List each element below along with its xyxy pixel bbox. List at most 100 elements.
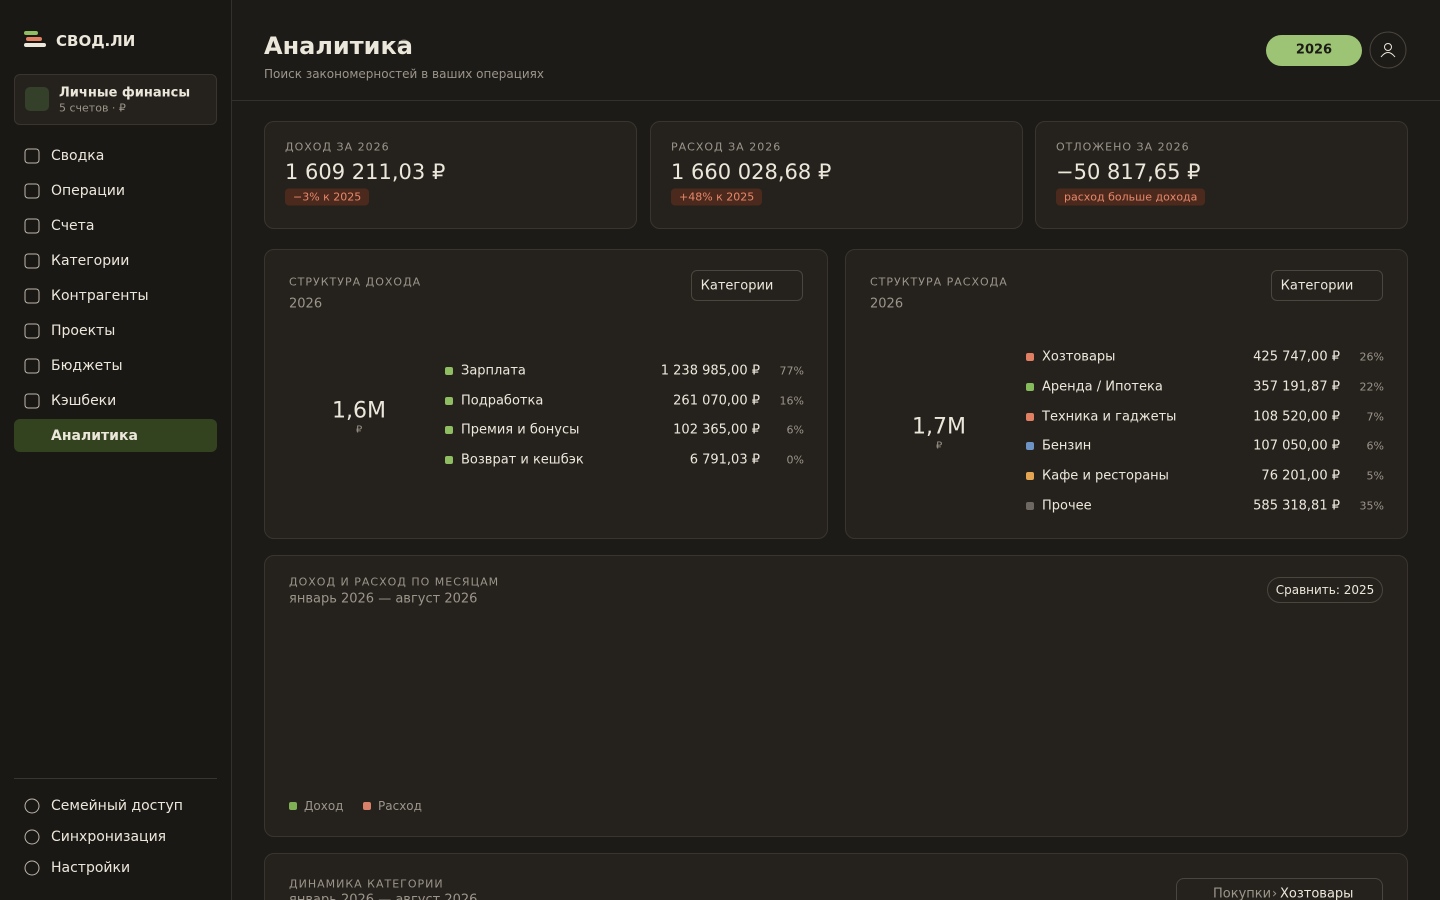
path-button[interactable] bbox=[1176, 878, 1383, 900]
card-year: 2026 bbox=[870, 296, 904, 312]
legend-dot bbox=[1026, 472, 1034, 481]
nav-icon bbox=[24, 323, 40, 339]
chart-card bbox=[264, 555, 1408, 837]
nav-item[interactable]: Семейный доступ bbox=[51, 798, 183, 814]
donut-currency: ₽ bbox=[355, 424, 363, 436]
item-name: Премия и бонусы bbox=[461, 422, 580, 438]
card-year: 2026 bbox=[289, 296, 323, 312]
item-name: Аренда / Ипотека bbox=[1042, 379, 1163, 395]
legend-dot bbox=[1026, 442, 1034, 451]
nav-item[interactable]: Категории bbox=[51, 253, 130, 269]
item-amount: 585 318,81 ₽ bbox=[1253, 498, 1340, 514]
kpi-value: −50 817,65 ₽ bbox=[1056, 160, 1201, 184]
item-name: Возврат и кешбэк bbox=[461, 452, 584, 468]
item-share: 0% bbox=[786, 453, 804, 467]
kpi-card bbox=[264, 121, 637, 229]
nav-item[interactable]: Операции bbox=[51, 183, 125, 199]
nav-item[interactable]: Контрагенты bbox=[51, 288, 149, 304]
nav-item[interactable]: Счета bbox=[51, 218, 95, 234]
sidebar-divider bbox=[14, 778, 217, 779]
nav-icon bbox=[24, 798, 40, 814]
kpi-badge: расход больше дохода bbox=[1056, 188, 1206, 206]
nav-icon bbox=[24, 288, 40, 304]
nav-item[interactable]: Аналитика bbox=[51, 428, 138, 444]
item-amount: 261 070,00 ₽ bbox=[673, 393, 760, 409]
nav-item[interactable]: Синхронизация bbox=[51, 829, 167, 845]
workspace-subtitle: 5 счетов · ₽ bbox=[59, 101, 126, 115]
header-divider bbox=[232, 100, 1440, 101]
item-name: Бензин bbox=[1042, 438, 1092, 454]
item-share: 35% bbox=[1359, 499, 1384, 513]
item-amount: 102 365,00 ₽ bbox=[673, 422, 760, 438]
item-amount: 425 747,00 ₽ bbox=[1253, 349, 1340, 365]
item-share: 5% bbox=[1366, 469, 1384, 483]
kpi-badge: −3% к 2025 bbox=[285, 188, 370, 206]
structure-card bbox=[264, 249, 828, 539]
dynamics-period: январь 2026 — август 2026 bbox=[289, 892, 478, 900]
card-title: СТРУКТУРА ДОХОДА bbox=[289, 275, 422, 289]
item-share: 26% bbox=[1359, 350, 1384, 364]
donut-total: 1,6M bbox=[332, 398, 386, 424]
legend-swatch bbox=[363, 802, 371, 810]
legend-dot bbox=[1026, 412, 1034, 421]
year-button[interactable] bbox=[1266, 35, 1362, 66]
nav-icon bbox=[24, 253, 40, 269]
path-parent: Покупки bbox=[1213, 886, 1272, 900]
item-amount: 107 050,00 ₽ bbox=[1253, 438, 1340, 454]
kpi-label: ОТЛОЖЕНО ЗА 2026 bbox=[1056, 140, 1190, 154]
item-share: 7% bbox=[1366, 410, 1384, 424]
legend-dot bbox=[1026, 502, 1034, 510]
nav-item[interactable]: Сводка bbox=[51, 148, 105, 164]
kpi-label: РАСХОД ЗА 2026 bbox=[671, 140, 782, 154]
selector-label: Категории bbox=[700, 278, 774, 294]
workspace-title: Личные финансы bbox=[59, 85, 191, 101]
path-current: Хозтовары bbox=[1280, 886, 1354, 900]
card-title: СТРУКТУРА РАСХОДА bbox=[870, 275, 1008, 289]
legend-dot bbox=[445, 396, 453, 405]
nav-item[interactable]: Бюджеты bbox=[51, 358, 123, 374]
donut-currency: ₽ bbox=[935, 440, 943, 452]
item-name: Кафе и рестораны bbox=[1042, 468, 1169, 484]
legend-dot bbox=[1026, 353, 1034, 361]
nav-item[interactable]: Настройки bbox=[51, 860, 131, 876]
workspace-card[interactable] bbox=[14, 74, 217, 125]
selector-label: Категории bbox=[1280, 278, 1354, 294]
kpi-badge: +48% к 2025 bbox=[671, 188, 763, 206]
nav-icon bbox=[24, 860, 40, 876]
legend-dot bbox=[445, 367, 453, 375]
item-name: Прочее bbox=[1042, 498, 1092, 514]
structure-card bbox=[845, 249, 1408, 539]
item-amount: 108 520,00 ₽ bbox=[1253, 409, 1340, 425]
legend-dot bbox=[445, 426, 453, 435]
kpi-card bbox=[1035, 121, 1408, 229]
selector-button[interactable] bbox=[1271, 270, 1383, 301]
item-share: 6% bbox=[786, 423, 804, 437]
compare-label: Сравнить: 2025 bbox=[1275, 583, 1375, 597]
selector-button[interactable] bbox=[691, 270, 803, 301]
page-subtitle: Поиск закономерностей в ваших операциях bbox=[264, 67, 544, 81]
nav-item[interactable]: Кэшбеки bbox=[51, 393, 117, 409]
dynamics-title: ДИНАМИКА КАТЕГОРИИ bbox=[289, 877, 444, 891]
donut-total: 1,7M bbox=[912, 414, 966, 440]
compare-button[interactable] bbox=[1267, 577, 1383, 603]
item-share: 16% bbox=[779, 394, 804, 408]
legend-swatch bbox=[289, 802, 297, 810]
chart-title: ДОХОД И РАСХОД ПО МЕСЯЦАМ bbox=[289, 575, 500, 589]
nav-item[interactable]: Проекты bbox=[51, 323, 116, 339]
item-amount: 6 791,03 ₽ bbox=[689, 452, 760, 468]
item-name: Зарплата bbox=[461, 363, 526, 379]
nav-icon bbox=[24, 829, 40, 845]
legend-dot bbox=[1026, 382, 1034, 391]
item-name: Подработка bbox=[461, 393, 544, 409]
item-amount: 76 201,00 ₽ bbox=[1261, 468, 1340, 484]
workspace-icon bbox=[25, 87, 49, 111]
nav-icon bbox=[24, 358, 40, 374]
item-share: 6% bbox=[1366, 439, 1384, 453]
chart-subtitle: январь 2026 — август 2026 bbox=[289, 591, 478, 607]
item-amount: 1 238 985,00 ₽ bbox=[660, 363, 760, 379]
legend-label: Расход bbox=[378, 799, 422, 813]
kpi-label: ДОХОД ЗА 2026 bbox=[285, 140, 390, 154]
nav-icon bbox=[24, 148, 40, 164]
kpi-value: 1 660 028,68 ₽ bbox=[671, 160, 832, 184]
